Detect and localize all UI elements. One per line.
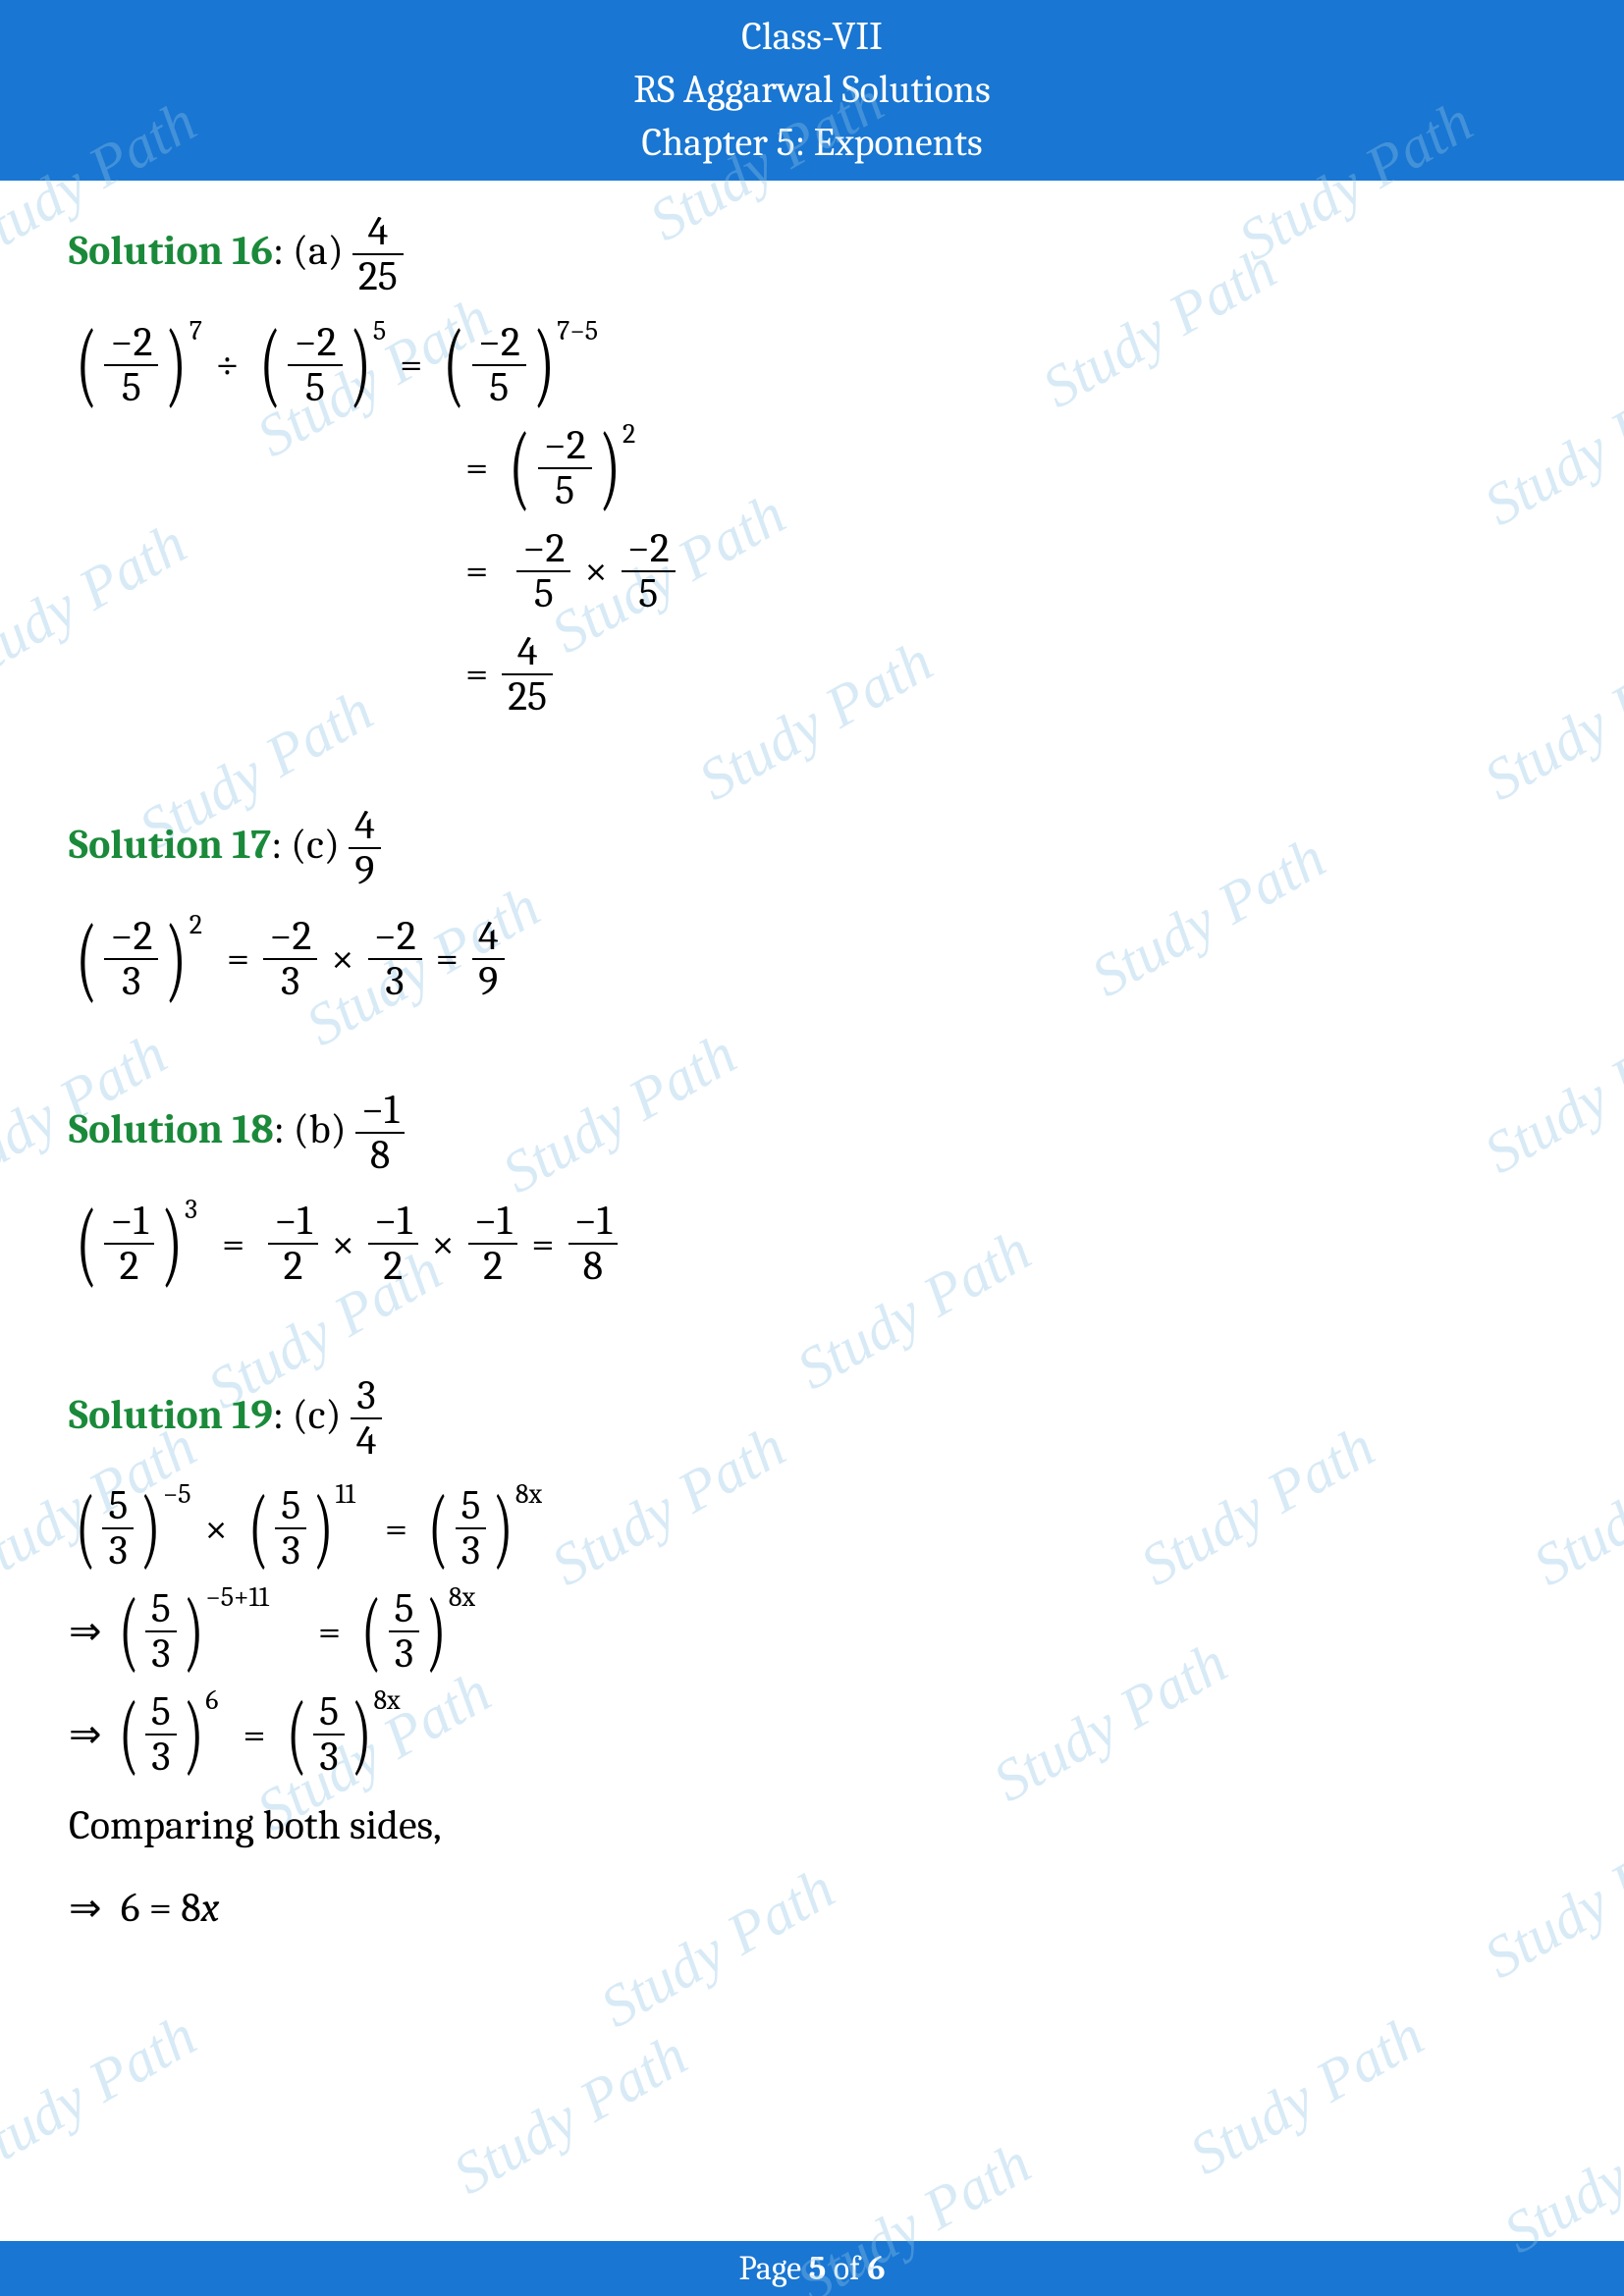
page-header: Class-VII RS Aggarwal Solutions Chapter …	[0, 0, 1624, 181]
solution-18: Solution 18: (b) −18 (−12)3 = −12 × −12 …	[69, 1089, 1555, 1290]
compare-text: Comparing both sides,	[69, 1801, 1555, 1849]
solution-18-heading: Solution 18: (b) −18	[69, 1089, 1555, 1177]
page-footer: Page 5 of 6	[0, 2241, 1624, 2296]
header-class: Class-VII	[0, 10, 1624, 63]
solution-19-work: (53)−5 × (53)11 = (53)8x ⇒ (53)−5+11 = (…	[69, 1482, 1555, 1932]
solution-18-work: (−12)3 = −12 × −12 × −12 = −18	[69, 1198, 1555, 1291]
solution-16-heading: Solution 16: (a) 425	[69, 210, 1555, 298]
solution-17-heading: Solution 17: (c) 49	[69, 804, 1555, 892]
page-content: Solution 16: (a) 425 (−25)7 ÷ (−25)5 = (…	[0, 181, 1624, 1932]
solution-19: Solution 19: (c) 34 (53)−5 × (53)11 = (5…	[69, 1374, 1555, 1932]
solution-17-work: (−23)2 = −23 × −23 = 49	[69, 912, 1555, 1005]
solution-19-heading: Solution 19: (c) 34	[69, 1374, 1555, 1463]
final-eq: ⇒ 6 = 8x	[69, 1884, 1555, 1932]
header-chapter: Chapter 5: Exponents	[0, 116, 1624, 169]
solution-16-work: (−25)7 ÷ (−25)5 = (−25)7−5 = (−25)2 = −2…	[69, 318, 1555, 721]
solution-17: Solution 17: (c) 49 (−23)2 = −23 × −23 =…	[69, 804, 1555, 1005]
solution-16: Solution 16: (a) 425 (−25)7 ÷ (−25)5 = (…	[69, 210, 1555, 721]
header-book: RS Aggarwal Solutions	[0, 63, 1624, 116]
